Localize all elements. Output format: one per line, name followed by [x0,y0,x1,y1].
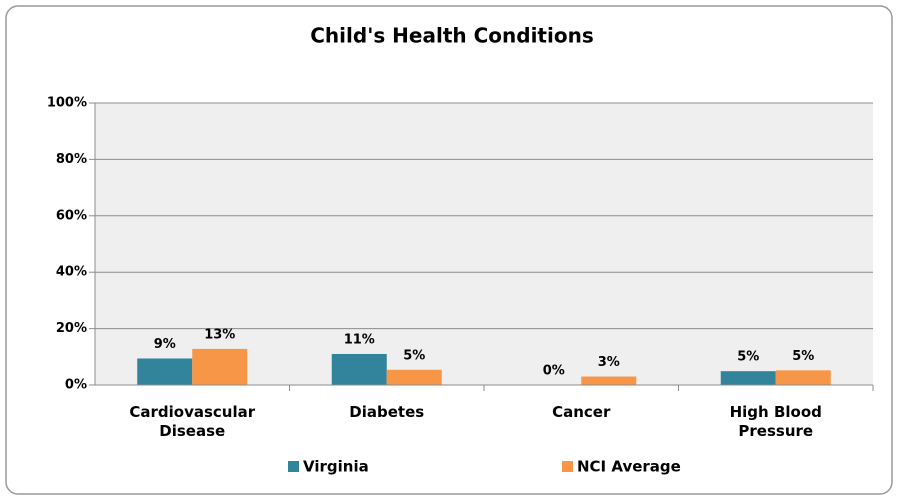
y-tick-label: 80% [56,152,87,167]
y-tick-label: 0% [65,378,87,393]
bar [192,348,248,385]
data-label: 0% [543,364,565,379]
x-tick-label: Cancer [552,403,611,421]
x-tick-label: High Blood Pressure [729,403,822,440]
chart-title: Child's Health Conditions [310,24,593,48]
data-label: 13% [204,327,235,342]
x-tick-label: Cardiovascular Disease [129,403,256,440]
bar [720,371,776,385]
y-tick-label: 20% [56,321,87,336]
bar [137,358,193,385]
x-tick-label: Diabetes [349,403,425,421]
legend-swatch [562,461,573,472]
legend-swatch [288,461,299,472]
data-label: 5% [403,348,425,363]
bar [386,369,442,385]
y-tick-label: 100% [47,96,87,111]
bar [581,376,637,385]
plot-area [95,103,873,385]
bar [775,370,831,385]
legend-label: Virginia [303,458,369,476]
y-tick-label: 40% [56,265,87,280]
y-tick-label: 60% [56,208,87,223]
bar [331,353,387,385]
data-label: 9% [154,337,176,352]
data-label: 5% [737,350,759,365]
data-label: 5% [792,349,814,364]
legend-label: NCI Average [577,458,681,476]
data-label: 3% [598,355,620,370]
data-label: 11% [344,332,375,347]
